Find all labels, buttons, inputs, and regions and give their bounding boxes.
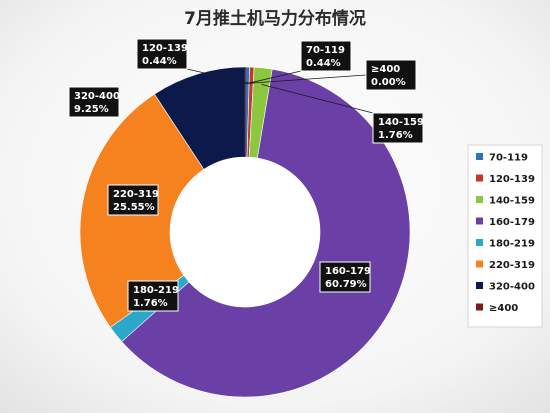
- legend-swatch: [476, 174, 483, 182]
- legend-label: 220-319: [489, 260, 535, 271]
- legend-label: 140-159: [489, 196, 535, 207]
- leader-line-120-139: [186, 68, 252, 85]
- legend-item-400: ≥400: [476, 303, 518, 314]
- data-label-140-159: 140-159 1.76%: [372, 112, 424, 144]
- legend-swatch: [476, 282, 483, 289]
- data-label-70-119: 70-119 0.44%: [300, 40, 352, 72]
- data-label-category: 70-119: [306, 45, 345, 56]
- legend-label: ≥400: [489, 303, 518, 314]
- legend-label: 160-179: [489, 217, 535, 228]
- data-label-percent: 1.76%: [133, 298, 168, 309]
- data-label-category: 220-319: [113, 189, 159, 200]
- legend-label: 120-139: [489, 174, 535, 185]
- legend-item-180-219: 180-219: [476, 239, 535, 250]
- data-label-percent: 60.79%: [325, 279, 367, 290]
- data-labels: 70-119 0.44% 120-139 0.44% 140-159 1.76% 160-1…: [68, 38, 424, 312]
- data-label-box: [365, 59, 417, 91]
- legend-swatch: [476, 239, 483, 246]
- data-label-400: ≥400 0.00%: [365, 59, 417, 91]
- legend: 70-119 120-139 140-159 160-179 180-219 220-31…: [467, 144, 543, 328]
- legend-label: 180-219: [489, 239, 535, 250]
- legend-box: [467, 144, 543, 328]
- data-label-category: 180-219: [133, 285, 179, 296]
- data-label-box: [68, 86, 120, 118]
- legend-item-320-400: 320-400: [476, 282, 535, 293]
- data-label-180-219: 180-219 1.76%: [127, 280, 179, 312]
- leader-lines: [186, 68, 374, 114]
- data-label-percent: 25.55%: [113, 202, 155, 213]
- data-label-box: [127, 280, 179, 312]
- data-label-category: 160-179: [325, 266, 371, 277]
- data-label-category: 120-139: [142, 43, 188, 54]
- data-label-160-179: 160-179 60.79%: [319, 261, 371, 293]
- legend-item-160-179: 160-179: [476, 217, 535, 228]
- legend-item-70-119: 70-119: [476, 153, 528, 164]
- legend-swatch: [476, 217, 483, 225]
- legend-swatch: [476, 260, 483, 268]
- legend-label: 320-400: [489, 282, 535, 293]
- data-label-box: [319, 261, 371, 293]
- data-label-percent: 1.76%: [378, 130, 413, 141]
- leader-line-140-159: [261, 84, 374, 114]
- legend-label: 70-119: [489, 153, 528, 164]
- data-label-320-400: 320-400 9.25%: [68, 86, 120, 118]
- legend-item-140-159: 140-159: [476, 196, 535, 207]
- chart-title: 7月推土机马力分布情况: [184, 8, 366, 29]
- data-label-percent: 0.44%: [306, 58, 341, 69]
- data-label-120-139: 120-139 0.44%: [136, 38, 188, 70]
- data-label-percent: 0.44%: [142, 56, 177, 67]
- legend-item-220-319: 220-319: [476, 260, 535, 271]
- leader-line-400: [244, 74, 367, 84]
- data-label-box: [300, 40, 352, 72]
- legend-swatch: [476, 153, 483, 160]
- data-label-category: ≥400: [371, 64, 400, 75]
- data-label-category: 140-159: [378, 117, 424, 128]
- data-label-box: [107, 184, 159, 216]
- data-label-percent: 0.00%: [371, 77, 406, 88]
- data-label-box: [136, 38, 188, 70]
- legend-swatch: [476, 196, 483, 203]
- data-label-220-319: 220-319 25.55%: [107, 184, 159, 216]
- legend-swatch: [476, 303, 483, 311]
- data-label-percent: 9.25%: [74, 104, 109, 115]
- leader-line-70-119: [246, 70, 302, 84]
- donut-hole: [170, 157, 320, 307]
- data-label-category: 320-400: [74, 91, 120, 102]
- data-label-box: [372, 112, 424, 144]
- legend-item-120-139: 120-139: [476, 174, 535, 185]
